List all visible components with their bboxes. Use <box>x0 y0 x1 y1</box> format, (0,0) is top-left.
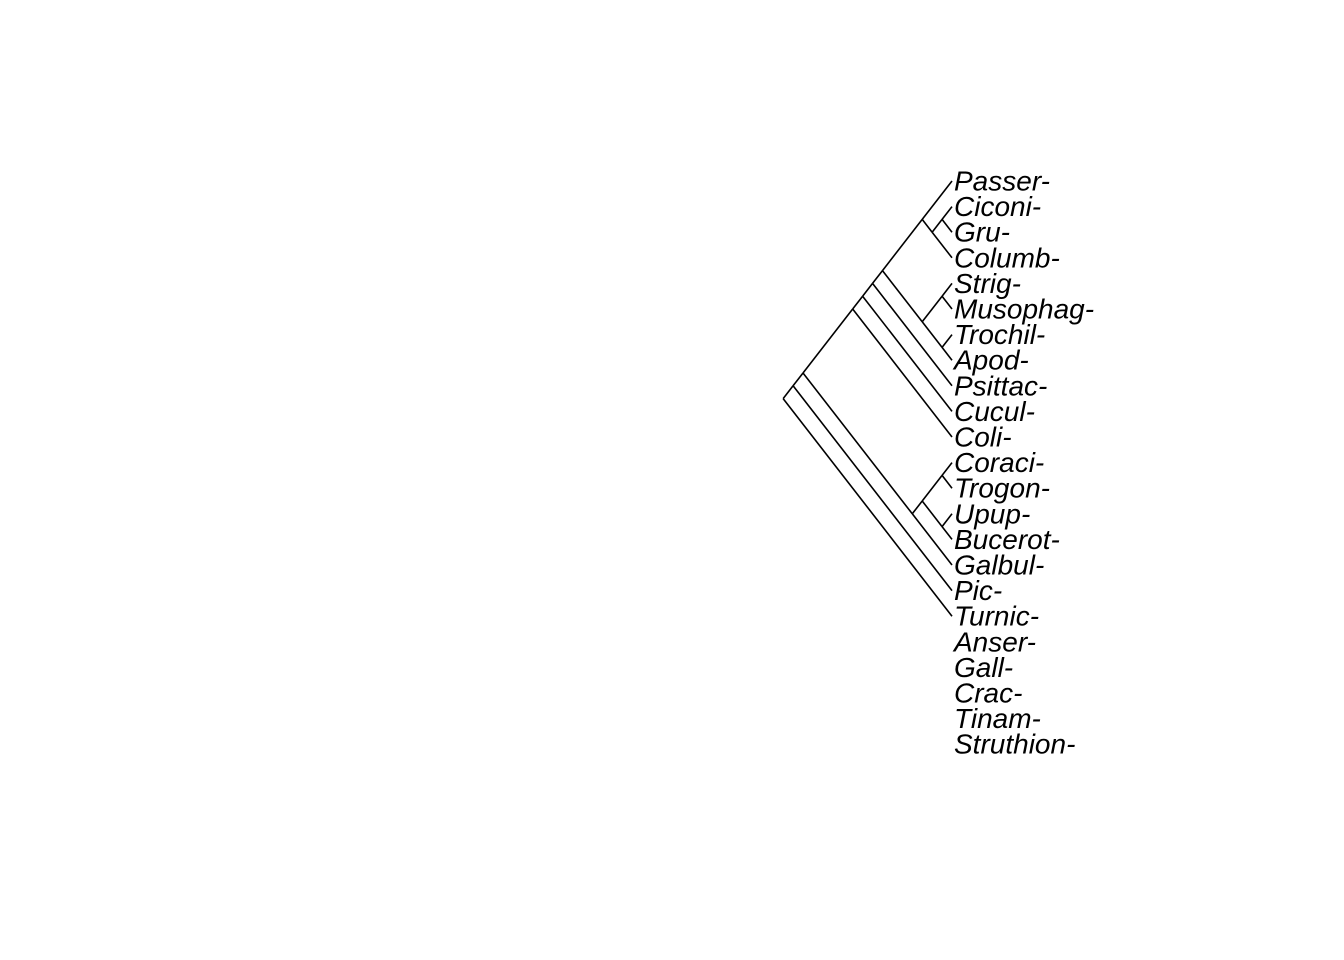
tree-branch <box>911 500 923 515</box>
tip-labels: Passer-Ciconi-Gru-Columb-Strig-Musophag-… <box>952 166 1094 760</box>
tree-branch <box>861 282 874 297</box>
tree-branch <box>941 526 953 540</box>
tree-branch <box>941 462 953 476</box>
tree-branch <box>941 206 953 220</box>
tip-label: Crac- <box>954 678 1022 709</box>
tree-branch <box>871 282 953 387</box>
tree-branch <box>921 500 943 528</box>
tree-branch <box>782 385 794 400</box>
tip-label: Coraci- <box>954 447 1044 478</box>
tree-branch <box>861 295 953 412</box>
tip-label: Tinam- <box>954 703 1041 734</box>
tree-branch <box>802 308 854 374</box>
tip-label: Anser- <box>952 626 1036 657</box>
tree-branches <box>782 180 953 617</box>
tip-label: Trochil- <box>954 319 1045 350</box>
tip-label: Galbul- <box>954 550 1044 581</box>
tip-label: Pic- <box>954 575 1002 606</box>
tree-branch <box>782 398 953 617</box>
tree-branch <box>941 218 953 233</box>
tree-branch <box>931 231 953 259</box>
tip-label: Musophag- <box>954 294 1094 325</box>
tip-label: Strig- <box>954 268 1021 299</box>
tree-branch <box>921 474 943 502</box>
tip-label: Turnic- <box>954 601 1039 632</box>
tree-branch <box>792 372 804 387</box>
tree-branch <box>792 385 953 592</box>
tree-branch <box>852 295 864 310</box>
tree-branch <box>941 295 953 310</box>
tip-label: Cucul- <box>954 396 1035 427</box>
tip-label: Gru- <box>954 217 1010 248</box>
tree-branch <box>921 180 953 220</box>
tree-branch <box>941 513 953 528</box>
tree-branch <box>941 346 953 361</box>
tree-branch <box>911 513 953 566</box>
tip-label: Coli- <box>954 422 1012 453</box>
tip-label: Ciconi- <box>954 191 1041 222</box>
tip-label: Upup- <box>954 498 1030 529</box>
tree-branch <box>941 334 953 348</box>
tree-branch <box>931 218 943 233</box>
tip-label: Columb- <box>954 242 1060 273</box>
tree-branch <box>921 321 943 348</box>
tip-label: Passer- <box>954 166 1050 197</box>
tip-label: Bucerot- <box>954 524 1060 555</box>
tree-branch <box>881 218 923 272</box>
tree-branch <box>852 308 953 438</box>
tip-label: Trogon- <box>954 473 1050 504</box>
tree-branch <box>871 270 884 284</box>
tree-branch <box>921 218 933 233</box>
tree-branch <box>941 474 953 489</box>
tip-label: Struthion- <box>954 729 1075 760</box>
tree-branch <box>802 372 913 515</box>
tip-label: Apod- <box>952 345 1029 376</box>
tree-branch <box>921 295 943 323</box>
tip-label: Psittac- <box>954 370 1047 401</box>
tree-branch <box>881 270 923 323</box>
tip-label: Gall- <box>954 652 1013 683</box>
tree-branch <box>941 282 953 297</box>
